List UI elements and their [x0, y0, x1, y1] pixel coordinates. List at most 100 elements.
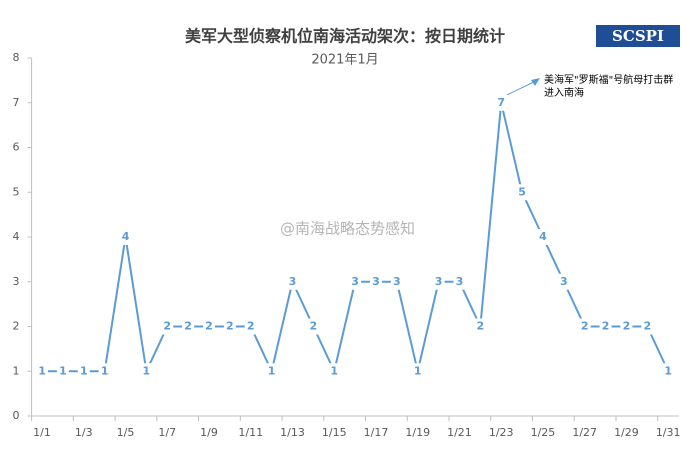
data-label: 1	[140, 363, 153, 380]
data-label-text: 1	[414, 364, 422, 377]
data-label-text: 2	[184, 320, 192, 333]
data-label-bg	[599, 318, 612, 335]
data-label: 2	[474, 318, 487, 335]
data-label-bg	[516, 184, 529, 201]
data-label-text: 1	[143, 364, 151, 377]
watermark: @南海战略态势感知	[280, 220, 415, 238]
data-label-bg	[98, 363, 111, 380]
y-tick-label: 2	[13, 320, 20, 333]
x-tick-label: 1/23	[489, 426, 514, 439]
annotation: 美海军"罗斯福"号航母打击群进入南海	[544, 73, 673, 99]
data-label-text: 2	[310, 320, 318, 333]
data-label-bg	[286, 273, 299, 290]
y-tick-label: 3	[13, 275, 20, 288]
data-label-bg	[662, 363, 675, 380]
chart-subtitle: 2021年1月	[311, 53, 378, 68]
data-label-bg	[203, 318, 216, 335]
data-label: 3	[369, 273, 382, 290]
data-label-text: 3	[393, 275, 401, 288]
data-label: 1	[411, 363, 424, 380]
data-label-text: 2	[623, 320, 631, 333]
data-label-text: 2	[476, 320, 484, 333]
annotation-arrowhead	[531, 78, 540, 86]
data-label-text: 2	[602, 320, 610, 333]
data-label-bg	[495, 94, 508, 111]
data-label-text: 2	[581, 320, 589, 333]
data-label-text: 2	[226, 320, 234, 333]
data-label-bg	[578, 318, 591, 335]
data-label-bg	[453, 273, 466, 290]
data-label: 5	[516, 184, 529, 201]
data-label: 1	[265, 363, 278, 380]
data-label-bg	[411, 363, 424, 380]
data-label-text: 2	[247, 320, 255, 333]
data-label-text: 3	[435, 275, 443, 288]
logo-box	[596, 25, 680, 47]
y-tick-label: 1	[13, 364, 20, 377]
data-label-text: 3	[456, 275, 464, 288]
data-label: 3	[432, 273, 445, 290]
data-label-text: 4	[539, 230, 547, 243]
data-label: 7	[495, 94, 508, 111]
x-tick-label: 1/13	[280, 426, 305, 439]
data-label: 4	[119, 229, 132, 245]
data-label-text: 3	[560, 275, 568, 288]
annotation-arrow	[506, 80, 537, 96]
data-label: 2	[244, 318, 257, 335]
data-label-bg	[620, 318, 633, 335]
chart-title: 美军大型侦察机位南海活动架次：按日期统计	[185, 27, 505, 46]
data-label-text: 1	[330, 364, 338, 377]
data-label-bg	[244, 318, 257, 335]
data-label-text: 1	[268, 364, 276, 377]
x-tick-label: 1/3	[75, 426, 93, 439]
data-label: 3	[286, 273, 299, 290]
x-tick-label: 1/27	[572, 426, 597, 439]
data-label-text: 1	[101, 364, 109, 377]
x-tick-label: 1/29	[614, 426, 639, 439]
data-label-text: 1	[664, 364, 672, 377]
y-tick-label: 4	[13, 230, 20, 243]
x-tick-label: 1/25	[531, 426, 556, 439]
data-label: 2	[578, 318, 591, 335]
data-label-bg	[349, 273, 362, 290]
data-label: 2	[620, 318, 633, 335]
data-label: 1	[328, 363, 341, 380]
data-label: 2	[161, 318, 174, 335]
x-tick-label: 1/17	[364, 426, 389, 439]
data-label-bg	[182, 318, 195, 335]
x-tick-label: 1/11	[238, 426, 263, 439]
data-label-bg	[474, 318, 487, 335]
data-label-bg	[432, 273, 445, 290]
data-label-bg	[307, 318, 320, 335]
data-label-bg	[223, 318, 236, 335]
x-tick-label: 1/31	[656, 426, 681, 439]
data-label-text: 5	[518, 185, 526, 198]
data-label-bg	[36, 363, 49, 380]
data-label: 3	[349, 273, 362, 290]
data-label-text: 1	[80, 364, 88, 377]
data-label-bg	[369, 273, 382, 290]
data-label-bg	[119, 229, 132, 245]
data-label-bg	[390, 273, 403, 290]
logo: SCSPI	[612, 27, 664, 45]
data-label-text: 3	[372, 275, 380, 288]
y-tick-label: 7	[13, 96, 20, 109]
data-label-bg	[328, 363, 341, 380]
x-tick-label: 1/19	[405, 426, 430, 439]
data-label-bg	[536, 229, 549, 245]
data-label: 2	[203, 318, 216, 335]
data-label: 4	[536, 229, 549, 245]
data-label: 1	[77, 363, 90, 380]
x-tick-label: 1/15	[322, 426, 347, 439]
data-label-text: 7	[497, 96, 505, 109]
y-tick-label: 0	[13, 409, 20, 422]
data-label-text: 2	[643, 320, 651, 333]
data-label: 1	[56, 363, 69, 380]
data-label: 3	[453, 273, 466, 290]
annotation-line: 进入南海	[544, 86, 584, 99]
data-label-text: 3	[289, 275, 297, 288]
y-tick-label: 5	[13, 185, 20, 198]
data-label-bg	[557, 273, 570, 290]
data-label-bg	[161, 318, 174, 335]
